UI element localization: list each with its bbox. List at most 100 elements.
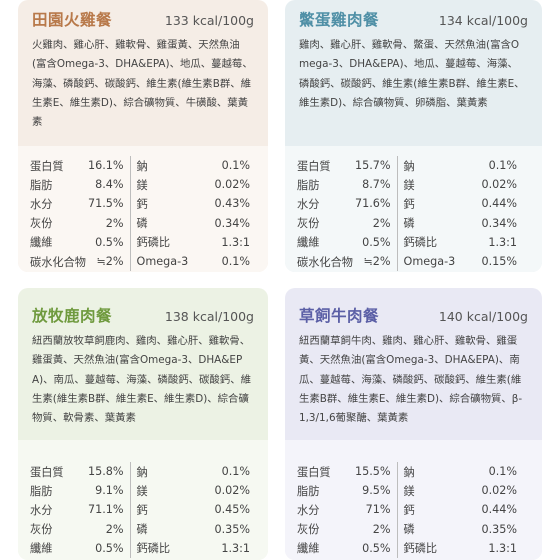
mineral-name: 磷 — [403, 523, 415, 537]
product-title: 放牧鹿肉餐 — [32, 307, 113, 325]
nutrition-panel — [285, 440, 542, 560]
nutrition-table: 蛋白質 15.5% 鈉 0.1% 脂肪 9.5% 鎂 0.02% 水分 71% 鈣 0.44% 灰份 2%… — [297, 462, 517, 558]
nutrition-table: 蛋白質 16.1% 鈉 0.1% 脂肪 8.4% 鎂 0.02% 水分 71.5% 鈣 0.43% 灰份… — [30, 156, 251, 272]
ingredients-text: 雞肉、雞心肝、雞軟骨、鱉蛋、天然魚油(富含Omega-3、DHA&EPA)、地瓜… — [299, 39, 525, 109]
nutrition-panel — [18, 146, 268, 272]
mineral-value: 0.02% — [214, 178, 251, 192]
nutrient-name: 蛋白質 — [30, 465, 64, 479]
nutrient-value: 9.5% — [355, 481, 398, 501]
nutrition-panel — [285, 146, 542, 272]
mineral-value: 0.43% — [214, 197, 251, 211]
nutrition-table: 蛋白質 15.8% 鈉 0.1% 脂肪 9.1% 鎂 0.02% 水分 71.1% 鈣 0.45% 灰份… — [30, 462, 250, 558]
nutrient-value: 0.5% — [88, 538, 131, 558]
mineral-value: 0.1% — [488, 465, 518, 479]
mineral-name: 鈣磷比 — [403, 542, 438, 556]
ingredients-text: 紐西蘭草飼牛肉、雞肉、雞心肝、雞軟骨、雞蛋黃、天然魚油(富含Omega-3、DH… — [299, 335, 523, 425]
mineral-value: 1.3:1 — [221, 235, 251, 249]
mineral-name: 鎂 — [136, 484, 148, 498]
mineral-value: 0.45% — [214, 503, 251, 517]
nutrition-row: 纖維 0.5% 鈣磷比 1.3:1 — [30, 538, 251, 558]
nutrient-name: 纖維 — [30, 236, 53, 250]
mineral-value: 0.1% — [221, 159, 251, 173]
nutrient-value: 71.1% — [88, 500, 131, 520]
nutrient-value: 2% — [88, 519, 131, 539]
mineral-value: 0.35% — [214, 522, 251, 536]
mineral-value: 0.1% — [221, 465, 251, 479]
ingredients-text: 火雞肉、雞心肝、雞軟骨、雞蛋黃、天然魚油(富含Omega-3、DHA&EPA)、… — [32, 39, 253, 129]
nutrient-name: 水分 — [30, 503, 53, 517]
mineral-value: 0.02% — [481, 484, 518, 498]
mineral-value: 0.44% — [481, 503, 518, 517]
nutrient-name: 脂肪 — [30, 484, 53, 498]
product-title: 鱉蛋雞肉餐 — [299, 11, 380, 29]
nutrient-name: 蛋白質 — [297, 159, 331, 173]
product-card-turtle-egg-chicken: 鱉蛋雞肉餐 134 kcal/100g 雞肉、雞心肝、雞軟骨、鱉蛋、天然魚油(富… — [285, 0, 542, 272]
mineral-name: 鎂 — [403, 484, 415, 498]
nutrient-name: 纖維 — [30, 542, 53, 556]
nutrient-value: 15.5% — [355, 462, 398, 482]
nutrition-row: 蛋白質 15.5% 鈉 0.1% — [297, 462, 518, 482]
nutrition-row: 水分 71.5% 鈣 0.43% — [30, 194, 251, 214]
calorie-label: 133 kcal/100g — [164, 13, 254, 28]
mineral-name: 鈣 — [136, 197, 148, 211]
nutrition-row: 纖維 0.5% 鈣磷比 1.3:1 — [297, 538, 517, 558]
nutrient-value: 2% — [88, 213, 131, 233]
mineral-name: 鈣 — [403, 503, 415, 517]
mineral-name: 磷 — [136, 523, 148, 537]
nutrient-value: 16.1% — [88, 156, 131, 176]
nutrient-name: 脂肪 — [297, 484, 320, 498]
mineral-name: 鈉 — [403, 465, 415, 479]
mineral-name: 鈣 — [403, 197, 415, 211]
mineral-name: 鎂 — [403, 178, 415, 192]
nutrient-value: 71% — [355, 500, 398, 520]
nutrient-value: 15.8% — [88, 462, 131, 482]
nutrition-row: 纖維 0.5% 鈣磷比 1.3:1 — [30, 232, 251, 252]
nutrition-row: 水分 71% 鈣 0.44% — [297, 500, 518, 520]
mineral-name: 鈣磷比 — [136, 542, 171, 556]
nutrition-row: 碳水化合物 ≒2% Omega-3 0.15% — [297, 251, 518, 272]
nutrition-row: 纖維 0.5% 鈣磷比 1.3:1 — [297, 232, 518, 252]
nutrient-name: 蛋白質 — [297, 465, 331, 479]
mineral-name: 鈣磷比 — [136, 236, 171, 250]
calorie-label: 138 kcal/100g — [164, 309, 254, 324]
mineral-name: 磷 — [403, 217, 415, 231]
nutrition-row: 灰份 2% 磷 0.35% — [297, 519, 518, 539]
mineral-value: 1.3:1 — [221, 541, 251, 555]
nutrition-row: 灰份 2% 磷 0.35% — [30, 519, 251, 539]
nutrient-name: 水分 — [30, 197, 53, 211]
mineral-name: Omega-3 — [136, 255, 189, 269]
nutrient-value: 8.4% — [88, 175, 131, 195]
nutrient-value: 0.5% — [355, 232, 398, 252]
mineral-value: 0.34% — [214, 216, 251, 230]
nutrition-row: 脂肪 9.1% 鎂 0.02% — [30, 481, 251, 501]
mineral-name: 鈉 — [136, 465, 148, 479]
nutrient-name: 灰份 — [297, 523, 320, 537]
mineral-value: 0.02% — [481, 178, 518, 192]
mineral-value: 0.34% — [481, 216, 518, 230]
mineral-value: 0.15% — [481, 255, 518, 269]
mineral-value: 0.02% — [214, 484, 251, 498]
mineral-value: 0.35% — [481, 522, 518, 536]
nutrition-row: 灰份 2% 磷 0.34% — [30, 213, 251, 233]
nutrition-panel — [18, 440, 268, 560]
mineral-value: 1.3:1 — [488, 235, 518, 249]
nutrition-row: 脂肪 8.7% 鎂 0.02% — [297, 175, 518, 195]
product-title: 田園火雞餐 — [32, 11, 113, 29]
mineral-name: 鈉 — [136, 159, 148, 173]
mineral-name: Omega-3 — [403, 255, 456, 269]
mineral-name: 鈉 — [403, 159, 415, 173]
nutrition-row: 蛋白質 16.1% 鈉 0.1% — [30, 156, 251, 176]
mineral-name: 鈣磷比 — [403, 236, 438, 250]
nutrient-name: 灰份 — [297, 217, 320, 231]
nutrient-name: 灰份 — [30, 217, 53, 231]
calorie-label: 134 kcal/100g — [438, 13, 528, 28]
nutrition-row: 脂肪 9.5% 鎂 0.02% — [297, 481, 518, 501]
nutrient-name: 纖維 — [297, 542, 320, 556]
nutrition-row: 碳水化合物 ≒2% Omega-3 0.1% — [30, 251, 250, 272]
nutrient-name: 灰份 — [30, 523, 53, 537]
product-title: 草飼牛肉餐 — [299, 307, 380, 325]
nutrition-row: 蛋白質 15.8% 鈉 0.1% — [30, 462, 251, 482]
nutrient-value: 2% — [355, 213, 398, 233]
nutrient-value: ≒2% — [88, 251, 131, 272]
nutrient-value: 71.5% — [88, 194, 131, 214]
